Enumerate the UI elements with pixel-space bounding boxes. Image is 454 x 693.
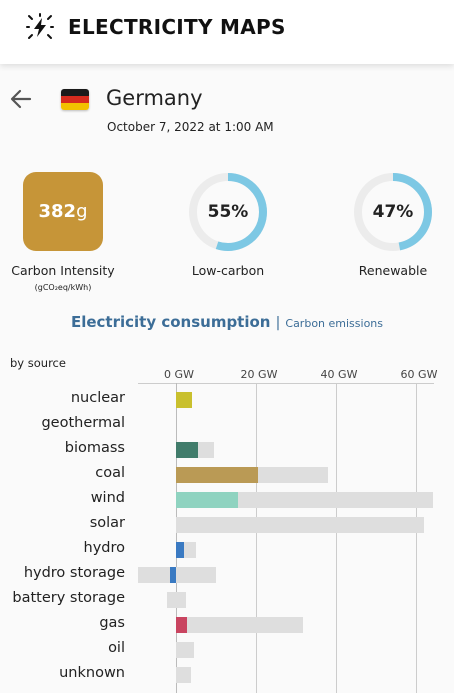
- tab-separator: |: [275, 315, 281, 331]
- lightning-logo-icon[interactable]: [26, 13, 54, 41]
- x-tick-label: 60 GW: [400, 368, 438, 381]
- x-tick-label: 0 GW: [164, 368, 194, 381]
- germany-flag-icon: [61, 89, 89, 110]
- source-label: hydro: [83, 540, 126, 556]
- source-label: battery storage: [12, 590, 125, 606]
- capacity-bar[interactable]: [176, 617, 304, 633]
- x-tick-label: 40 GW: [320, 368, 358, 381]
- low-carbon-donut[interactable]: [187, 171, 269, 253]
- capacity-bar[interactable]: [166, 592, 186, 608]
- x-axis-line: [138, 383, 434, 384]
- chart-tabs: Electricity consumption | Carbon emissio…: [0, 312, 454, 331]
- x-gridline: [256, 383, 257, 693]
- top-bar: ELECTRICITY MAPS: [0, 0, 454, 64]
- renewable-value: 47%: [372, 202, 414, 222]
- production-bar[interactable]: [176, 392, 193, 408]
- x-tick-label: 20 GW: [240, 368, 278, 381]
- back-arrow-icon[interactable]: [10, 88, 32, 110]
- production-bar[interactable]: [176, 442, 199, 458]
- production-bar[interactable]: [176, 617, 187, 633]
- x-gridline: [336, 383, 337, 693]
- source-label: oil: [108, 640, 125, 656]
- zone-datetime: October 7, 2022 at 1:00 AM: [107, 120, 274, 134]
- carbon-intensity-unit-label: (gCO₂eq/kWh): [34, 283, 92, 292]
- source-label: solar: [89, 515, 125, 531]
- source-label: wind: [90, 490, 125, 506]
- source-label: hydro storage: [23, 565, 125, 581]
- production-bar[interactable]: [176, 467, 258, 483]
- tab-carbon-emissions[interactable]: Carbon emissions: [285, 317, 384, 330]
- source-label: coal: [95, 465, 125, 481]
- source-label: unknown: [59, 665, 125, 681]
- x-gridline: [416, 383, 417, 693]
- tab-electricity-consumption[interactable]: Electricity consumption: [70, 313, 271, 331]
- source-label: gas: [99, 615, 125, 631]
- source-label: nuclear: [70, 390, 125, 406]
- source-label: biomass: [64, 440, 125, 456]
- low-carbon-label: Low-carbon: [191, 263, 265, 278]
- zero-line: [176, 383, 177, 693]
- carbon-intensity-badge[interactable]: 382 g: [23, 172, 103, 251]
- chart-subtitle: by source: [10, 356, 66, 370]
- carbon-intensity-unit: g: [76, 201, 88, 222]
- renewable-label: Renewable: [358, 263, 428, 278]
- production-bar[interactable]: [170, 567, 176, 583]
- source-label: geothermal: [41, 415, 125, 431]
- capacity-bar[interactable]: [138, 567, 216, 583]
- low-carbon-value: 55%: [207, 202, 249, 222]
- renewable-donut[interactable]: [352, 171, 434, 253]
- production-bar[interactable]: [176, 492, 238, 508]
- capacity-bar[interactable]: [176, 667, 192, 683]
- carbon-intensity-value: 382: [38, 201, 77, 222]
- capacity-bar[interactable]: [176, 642, 195, 658]
- app-title[interactable]: ELECTRICITY MAPS: [68, 15, 286, 39]
- zone-name: Germany: [106, 86, 203, 110]
- capacity-bar[interactable]: [176, 517, 424, 533]
- capacity-bar[interactable]: [176, 492, 433, 508]
- production-bar[interactable]: [176, 542, 184, 558]
- carbon-intensity-label: Carbon Intensity: [11, 263, 115, 278]
